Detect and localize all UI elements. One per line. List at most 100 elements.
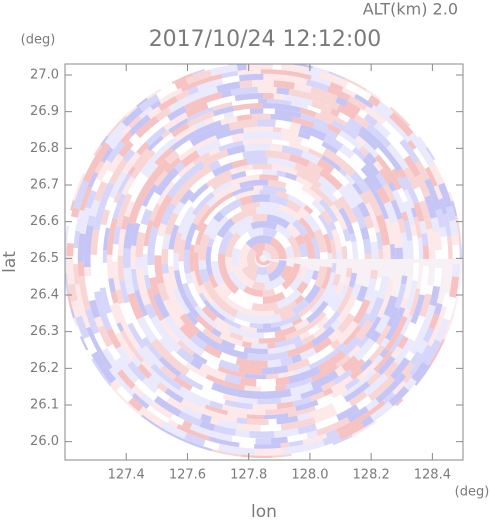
echo-cell bbox=[327, 252, 333, 259]
echo-cell bbox=[398, 315, 408, 329]
echo-cell bbox=[187, 441, 213, 452]
echo-cell bbox=[119, 302, 133, 325]
echo-cell bbox=[255, 438, 271, 445]
echo-cell bbox=[73, 247, 78, 265]
plot-frame bbox=[64, 63, 464, 461]
echo-cell bbox=[164, 157, 182, 174]
echo-cell bbox=[295, 399, 319, 412]
echo-cell bbox=[325, 429, 338, 438]
echo-cell bbox=[216, 432, 233, 442]
echo-cell bbox=[141, 377, 159, 394]
echo-cell bbox=[369, 400, 386, 415]
echo-cell bbox=[158, 87, 183, 105]
echo-cell bbox=[196, 183, 209, 195]
echo-cell bbox=[178, 411, 203, 427]
echo-cell bbox=[235, 357, 250, 367]
echo-cell bbox=[198, 292, 207, 302]
echo-cell bbox=[390, 346, 403, 360]
echo-cell bbox=[428, 189, 442, 211]
echo-cell bbox=[371, 104, 391, 122]
echo-cell bbox=[145, 126, 167, 146]
echo-cell bbox=[377, 275, 390, 300]
echo-cell bbox=[273, 427, 299, 438]
echo-cell bbox=[318, 198, 339, 223]
echo-cell bbox=[151, 132, 175, 154]
echo-cell bbox=[174, 125, 197, 142]
echo-cell bbox=[129, 175, 149, 203]
echo-cell bbox=[138, 93, 160, 112]
echo-cell bbox=[161, 421, 187, 440]
echo-cell bbox=[408, 354, 426, 377]
echo-cell bbox=[147, 226, 159, 250]
echo-cell bbox=[147, 344, 163, 360]
echo-cell bbox=[327, 293, 340, 309]
echo-cell bbox=[251, 113, 271, 120]
echo-cell bbox=[172, 288, 191, 315]
echo-cell bbox=[414, 160, 430, 181]
echo-cell bbox=[211, 175, 233, 190]
echo-cell bbox=[308, 358, 324, 370]
echo-cell bbox=[300, 439, 325, 452]
echo-cell bbox=[124, 200, 135, 218]
echo-cell bbox=[276, 401, 294, 410]
echo-cell bbox=[425, 284, 434, 295]
echo-cell bbox=[282, 286, 295, 298]
echo-cell bbox=[379, 168, 393, 185]
echo-cell bbox=[305, 287, 326, 311]
echo-cell bbox=[234, 189, 260, 200]
echo-cell bbox=[148, 368, 164, 383]
echo-cell bbox=[331, 263, 337, 273]
echo-cell bbox=[134, 289, 148, 317]
echo-cell bbox=[317, 443, 334, 451]
echo-cell bbox=[273, 103, 302, 113]
echo-cell bbox=[262, 169, 278, 176]
echo-cell bbox=[164, 212, 179, 236]
echo-cell bbox=[240, 325, 257, 333]
echo-cell bbox=[385, 315, 402, 341]
echo-cell bbox=[238, 365, 263, 375]
echo-cell bbox=[270, 113, 294, 122]
echo-cell bbox=[281, 132, 303, 145]
echo-cell bbox=[70, 207, 80, 218]
echo-cell bbox=[386, 306, 400, 328]
echo-cell bbox=[101, 169, 114, 184]
echo-cell bbox=[190, 271, 203, 295]
echo-cell bbox=[158, 356, 182, 378]
echo-cell bbox=[288, 88, 316, 101]
echo-cell bbox=[294, 340, 304, 349]
echo-cell bbox=[322, 433, 341, 446]
echo-cell bbox=[231, 186, 254, 197]
echo-cell bbox=[286, 256, 295, 259]
echo-cell bbox=[280, 442, 290, 448]
echo-cell bbox=[296, 265, 308, 280]
echo-cell bbox=[327, 220, 337, 231]
echo-cell bbox=[287, 194, 307, 209]
echo-cell bbox=[216, 81, 241, 93]
echo-cell bbox=[187, 282, 207, 310]
echo-cell bbox=[416, 340, 429, 355]
echo-cell bbox=[230, 86, 258, 96]
y-tick-label: 26.0 bbox=[30, 434, 59, 449]
echo-cell bbox=[200, 350, 212, 361]
echo-cell bbox=[227, 324, 244, 336]
echo-cell bbox=[230, 174, 260, 186]
x-tick-label: 128.4 bbox=[414, 468, 451, 483]
echo-cell bbox=[239, 80, 253, 88]
echo-cell bbox=[189, 171, 216, 194]
echo-cell bbox=[300, 310, 313, 321]
echo-cell bbox=[107, 115, 127, 137]
echo-cell bbox=[227, 292, 253, 310]
echo-cell bbox=[174, 161, 186, 173]
echo-cell bbox=[97, 273, 106, 289]
echo-cell bbox=[314, 112, 334, 125]
echo-cell bbox=[210, 395, 226, 405]
echo-cell bbox=[239, 201, 261, 212]
echo-cell bbox=[220, 116, 238, 126]
echo-cell bbox=[349, 299, 363, 317]
echo-cell bbox=[190, 185, 215, 209]
echo-cell bbox=[163, 315, 185, 339]
echo-cell bbox=[377, 355, 396, 376]
echo-cell bbox=[319, 168, 343, 191]
echo-cell bbox=[173, 252, 180, 271]
